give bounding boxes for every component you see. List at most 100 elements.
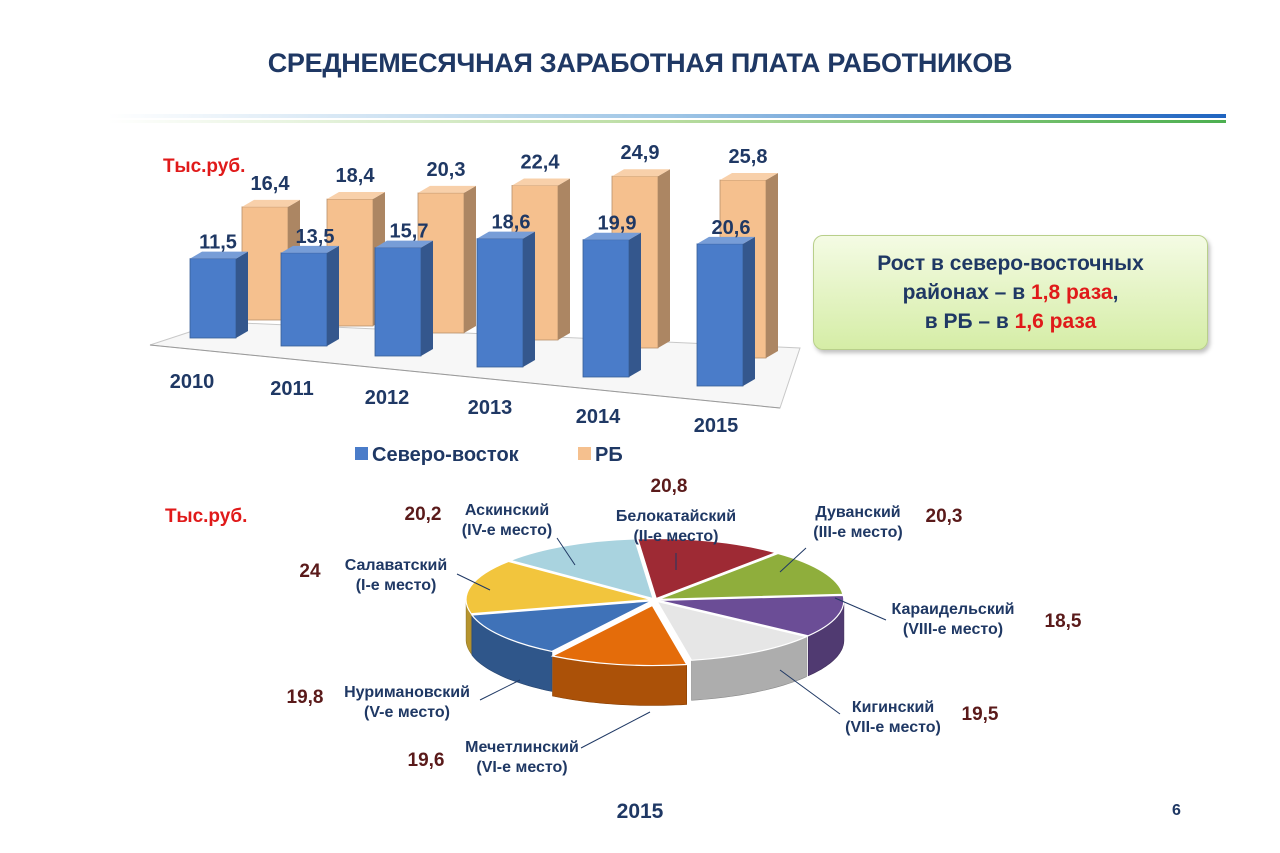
- pie-labels: Белокатайский(II-е место)20,8Дуванский(I…: [287, 476, 1082, 776]
- bar-ne-2012: [374, 240, 433, 357]
- pie-slice-7: [508, 538, 654, 600]
- callout-value-rb: 1,6 раза: [1014, 310, 1097, 333]
- pie-slice-value-7: 20,2: [405, 504, 442, 525]
- pie-slice-name-0: Белокатайский: [616, 508, 736, 525]
- bar-category-2011: 2011: [270, 378, 313, 400]
- bar-rb-2012-top: [418, 185, 476, 193]
- pie-side-3-0: [691, 636, 807, 701]
- bar-rb-2012-side: [464, 185, 476, 333]
- bar-ne-2013-top: [477, 231, 535, 239]
- bar-rb-2013-side: [558, 178, 570, 340]
- bar-ne-2012-front: [374, 247, 422, 357]
- bar-ne-2010: [189, 251, 248, 339]
- bar-ne-2010-side: [236, 251, 248, 338]
- pie-leader-5: [479, 679, 521, 701]
- bar-ne-2013-side: [523, 231, 535, 367]
- pie-slice-rank-6: (I-е место): [356, 577, 437, 594]
- growth-callout: Рост в северо-восточных районах – в 1,8 …: [813, 235, 1208, 350]
- pie-slice-name-7: Аскинский: [465, 502, 549, 519]
- bar-category-2015: 2015: [694, 415, 739, 437]
- pie-slice-rank-2: (VIII-е место): [903, 621, 1003, 638]
- bar-ne-2012-top: [375, 240, 433, 248]
- bar-unit-label: Тыс.руб.: [163, 156, 246, 177]
- bar-ne-2011-front: [280, 252, 328, 347]
- callout-line-1: Рост в северо-восточных: [877, 252, 1144, 275]
- pie-year-label: 2015: [616, 800, 664, 823]
- bar-rb-2011-top: [327, 192, 385, 200]
- callout-value-ne: 1,8 раза: [1030, 281, 1113, 304]
- pie-side-6-0: [465, 599, 472, 655]
- bar-rb-2015-side: [766, 172, 778, 358]
- pie-slice-name-3: Кигинский: [852, 699, 934, 716]
- pie-slice-name-6: Салаватский: [345, 557, 447, 574]
- bar-ne-2011-side: [327, 245, 339, 346]
- pie-side-4-0: [552, 655, 687, 706]
- bar-ne-2014-front: [582, 239, 630, 378]
- bar-label-rb-2013: 22,4: [521, 151, 561, 173]
- pie-slice-0: [636, 537, 778, 600]
- bar-category-2014: 2014: [576, 406, 621, 428]
- legend-label-ne: Северо-восток: [372, 444, 520, 466]
- pie-slice-rank-4: (VI-е место): [476, 759, 567, 776]
- bar-label-ne-2013: 18,6: [492, 212, 531, 234]
- bar-category-2012: 2012: [365, 387, 410, 409]
- bar-rb-2014-side: [658, 169, 670, 348]
- bar-ne-2012-side: [421, 240, 433, 356]
- bar-label-rb-2010: 16,4: [251, 173, 291, 195]
- bar-axis-line: [149, 344, 781, 409]
- bar-chart: 16,4 18,4 20,3 22,4 24,9 25,8 11,5 13,5 15,7 18,6…: [149, 142, 801, 466]
- pie-leader-7: [556, 537, 576, 566]
- callout-line-3: в РБ – в 1,6 раза: [924, 310, 1097, 333]
- bar-ne-2013-front: [476, 238, 524, 368]
- pie-slice-name-4: Мечетлинский: [465, 739, 579, 756]
- bar-rb-2015-top: [720, 172, 778, 180]
- pie-slice-value-6: 24: [299, 561, 321, 582]
- pie-side-5-0: [471, 614, 553, 692]
- pie-leader-4: [580, 711, 651, 749]
- pie-slice-rank-3: (VII-е место): [845, 719, 941, 736]
- pie-slice-value-2: 18,5: [1045, 611, 1082, 632]
- bar-rb-2010-top: [242, 199, 300, 207]
- pie-leader-3: [779, 669, 841, 715]
- pie-leader-6: [456, 573, 491, 591]
- title-divider: [108, 114, 1226, 123]
- bar-label-ne-2012: 15,7: [390, 221, 429, 243]
- bar-category-2013: 2013: [468, 397, 513, 419]
- bar-ne-2010-top: [190, 251, 248, 259]
- bar-ne-2011: [280, 245, 339, 347]
- pie-sides: [465, 599, 845, 706]
- pie-unit-label: Тыс.руб.: [165, 506, 248, 527]
- pie-slice-rank-0: (II-е место): [633, 528, 718, 545]
- pie-side-2-0: [807, 600, 845, 677]
- pie-slice-2: [658, 594, 845, 637]
- bar-label-rb-2012: 20,3: [427, 159, 466, 181]
- bar-ne-2013: [476, 231, 535, 368]
- pie-slice-1: [658, 552, 844, 600]
- pie-slice-6: [465, 560, 652, 615]
- pie-slice-value-4: 19,6: [408, 750, 445, 771]
- bar-ne-2015-top: [697, 236, 755, 244]
- bar-ne-2011-top: [281, 245, 339, 253]
- bar-ne-2010-front: [189, 258, 237, 339]
- bar-ne-2014: [582, 232, 641, 378]
- pie-slice-name-1: Дуванский: [815, 504, 900, 521]
- pie-slice-rank-1: (III-е место): [813, 524, 902, 541]
- callout-line-2: районах – в 1,8 раза,: [902, 281, 1119, 304]
- page-title: СРЕДНЕМЕСЯЧНАЯ ЗАРАБОТНАЯ ПЛАТА РАБОТНИК…: [267, 48, 1013, 78]
- pie-slice-value-1: 20,3: [926, 506, 963, 527]
- bar-label-rb-2011: 18,4: [336, 165, 376, 187]
- pie-slice-value-3: 19,5: [962, 704, 999, 725]
- pie-slice-value-5: 19,8: [287, 687, 324, 708]
- pie-slice-3: [655, 600, 809, 661]
- pie-slice-name-5: Нуримановский: [344, 684, 470, 701]
- legend-swatch-rb: [578, 447, 591, 460]
- bar-ne-2015-side: [743, 236, 755, 386]
- legend-label-rb: РБ: [595, 444, 623, 466]
- pie-slice-name-2: Караидельский: [892, 601, 1015, 618]
- pie-slice-rank-7: (IV-е место): [462, 522, 552, 539]
- bar-label-ne-2010: 11,5: [199, 232, 237, 254]
- pie-tops: [465, 537, 845, 667]
- bar-label-ne-2015: 20,6: [712, 217, 751, 239]
- pie-leader-2: [834, 597, 887, 621]
- pie-slice-4: [550, 604, 688, 667]
